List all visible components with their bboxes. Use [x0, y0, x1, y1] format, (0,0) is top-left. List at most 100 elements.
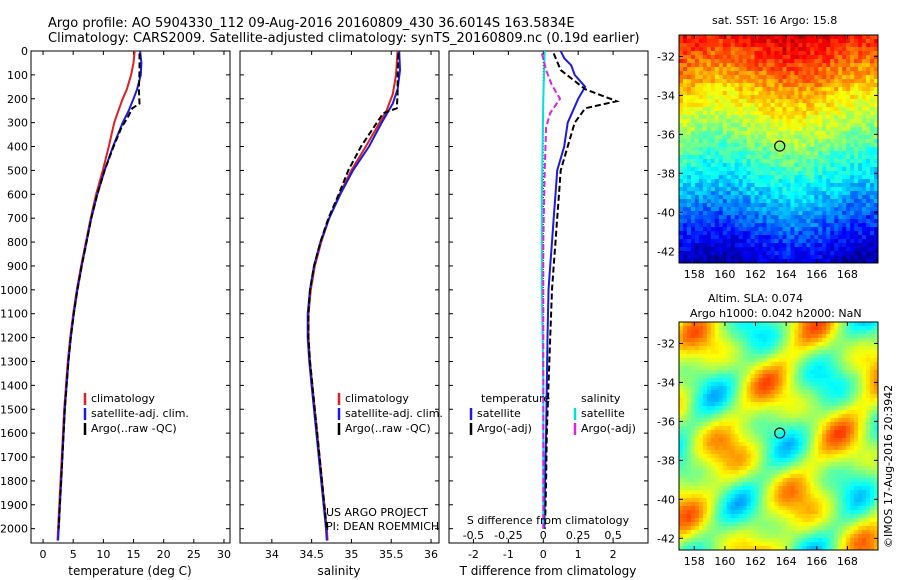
map-cell [842, 458, 847, 463]
map-cell [714, 251, 720, 256]
map-cell [694, 235, 700, 240]
map-cell [734, 223, 740, 228]
map-cell [842, 438, 847, 443]
map-cell [774, 127, 779, 132]
map-cell [802, 243, 807, 248]
map-cell [866, 227, 871, 232]
map-cell [866, 39, 871, 44]
map-cell [790, 454, 795, 459]
map-cell [698, 322, 704, 327]
map-cell [842, 71, 847, 76]
map-cell [858, 139, 863, 144]
map-cell [770, 55, 775, 60]
map-cell [690, 354, 696, 359]
map-cell [738, 346, 744, 351]
map-cell [770, 139, 775, 144]
map-cell [822, 215, 827, 220]
map-cell [858, 147, 863, 152]
map-cell [718, 418, 724, 423]
map-cell [850, 187, 855, 192]
map-cell [702, 163, 708, 168]
map-cell [786, 215, 791, 220]
map-cell [826, 131, 831, 136]
map-cell [698, 358, 704, 363]
map-cell [710, 382, 716, 387]
map-cell [834, 259, 839, 264]
map-cell [710, 95, 716, 100]
map-cell [762, 187, 767, 192]
map-cell [746, 434, 752, 439]
map-cell [714, 366, 720, 371]
map-cell [846, 322, 851, 327]
map-cell [710, 402, 716, 407]
map-cell [854, 458, 859, 463]
map-cell [842, 191, 847, 196]
map-cell [758, 450, 763, 455]
map-cell [798, 63, 803, 68]
map-cell [802, 167, 807, 172]
map-cell [766, 175, 771, 180]
map-cell [734, 215, 740, 220]
map-cell [702, 91, 708, 96]
map-cell [826, 227, 831, 232]
map-cell [802, 207, 807, 212]
map-cell [702, 115, 708, 120]
map-cell [734, 418, 740, 423]
map-cell [762, 362, 767, 367]
map-cell [782, 151, 787, 156]
map-cell [850, 458, 855, 463]
map-cell [750, 119, 756, 124]
y-tick-label: 1500 [0, 403, 28, 416]
map-cell [690, 175, 696, 180]
map-cell [706, 47, 712, 52]
map-cell [798, 83, 803, 88]
map-cell [822, 374, 827, 379]
map-cell [742, 386, 748, 391]
map-cell [702, 450, 708, 455]
map-cell [802, 231, 807, 236]
map-cell [718, 167, 724, 172]
map-cell [874, 155, 879, 160]
map-cell [702, 75, 708, 80]
series-line [57, 53, 141, 529]
map-cell [754, 398, 759, 403]
map-cell [690, 35, 696, 40]
map-cell [770, 430, 775, 435]
map-cell [738, 103, 744, 108]
map-cell [794, 231, 799, 236]
map-cell [782, 378, 787, 383]
map-cell [846, 135, 851, 140]
map-cell [710, 219, 716, 224]
map-cell [874, 143, 879, 148]
map-cell [874, 151, 879, 156]
map-cell [698, 199, 704, 204]
map-cell [862, 47, 867, 52]
map-cell [774, 175, 779, 180]
map-cell [766, 430, 771, 435]
map-cell [714, 63, 720, 68]
map-cell [714, 450, 720, 455]
map-cell [722, 167, 728, 172]
map-cell [738, 446, 744, 451]
map-cell [714, 51, 720, 56]
map-cell [846, 123, 851, 128]
map-cell [870, 67, 875, 72]
map-cell [734, 386, 740, 391]
map-cell [726, 362, 732, 367]
map-cell [758, 354, 763, 359]
map-cell [790, 227, 795, 232]
map-cell [686, 470, 692, 475]
map-cell [742, 350, 748, 355]
map-cell [786, 239, 791, 244]
map-cell [846, 227, 851, 232]
map-cell [706, 215, 712, 220]
map-cell [834, 251, 839, 256]
map-cell [830, 326, 835, 331]
map-cell [814, 43, 819, 48]
map-cell [706, 111, 712, 116]
map-cell [846, 127, 851, 132]
map-cell [758, 223, 763, 228]
map-cell [862, 259, 867, 264]
map-cell [750, 139, 756, 144]
map-cell [786, 342, 791, 347]
